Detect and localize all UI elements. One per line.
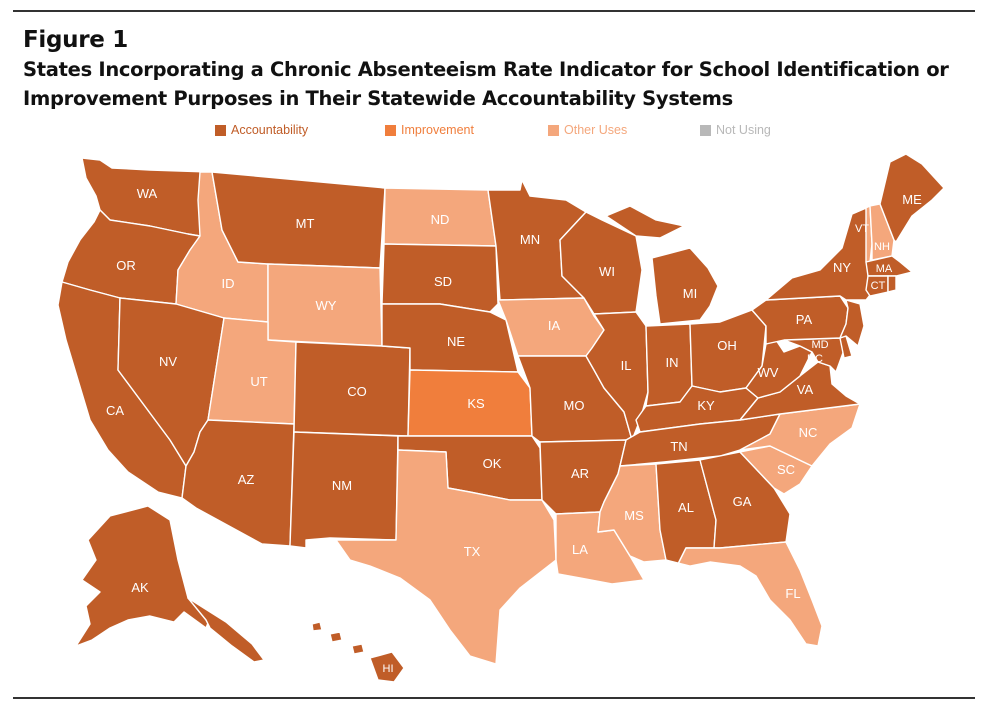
label-hi: HI xyxy=(383,663,394,675)
label-ak: AK xyxy=(131,580,149,595)
label-pa: PA xyxy=(796,312,813,327)
state-wi[interactable] xyxy=(559,211,643,315)
label-me: ME xyxy=(902,192,922,207)
label-wi: WI xyxy=(599,264,615,279)
legend-label-not-using: Not Using xyxy=(716,123,771,137)
state-me[interactable] xyxy=(879,153,945,243)
label-sd: SD xyxy=(434,274,452,289)
label-il: IL xyxy=(621,358,632,373)
legend-swatch-other-uses xyxy=(548,124,559,136)
label-ma: MA xyxy=(876,263,893,275)
label-tx: TX xyxy=(464,544,481,559)
legend-item-not-using: Not Using xyxy=(700,123,771,137)
state-ri[interactable] xyxy=(887,275,897,293)
legend-item-improvement: Improvement xyxy=(385,123,474,137)
state-ak[interactable] xyxy=(75,505,211,647)
label-ut: UT xyxy=(250,374,267,389)
label-nd: ND xyxy=(431,212,450,227)
top-rule xyxy=(13,10,975,12)
label-ar: AR xyxy=(571,466,589,481)
label-ky: KY xyxy=(697,398,715,413)
state-mi-up[interactable] xyxy=(605,205,685,239)
label-al: AL xyxy=(678,500,694,515)
legend-swatch-not-using xyxy=(700,124,711,136)
label-in: IN xyxy=(666,355,679,370)
label-co: CO xyxy=(347,384,367,399)
state-ak-panhandle[interactable] xyxy=(187,597,265,663)
label-tn: TN xyxy=(670,439,687,454)
label-id: ID xyxy=(222,276,235,291)
figure-title: States Incorporating a Chronic Absenteei… xyxy=(23,55,973,113)
state-nj[interactable] xyxy=(839,299,865,347)
state-hi[interactable] xyxy=(369,651,405,683)
label-ne: NE xyxy=(447,334,465,349)
label-nh: NH xyxy=(874,241,890,253)
legend-item-other-uses: Other Uses xyxy=(548,123,627,137)
legend-item-accountability: Accountability xyxy=(215,123,308,137)
label-nc: NC xyxy=(799,425,818,440)
label-ks: KS xyxy=(467,396,485,411)
state-hi-kauai[interactable] xyxy=(311,621,323,632)
state-hi-maui[interactable] xyxy=(351,643,365,655)
legend-swatch-accountability xyxy=(215,124,226,136)
bottom-rule xyxy=(13,697,975,699)
label-ri: RI xyxy=(902,286,913,298)
label-or: OR xyxy=(116,258,136,273)
label-az: AZ xyxy=(238,472,255,487)
label-mi: MI xyxy=(683,286,697,301)
label-mo: MO xyxy=(564,398,585,413)
label-mn: MN xyxy=(520,232,540,247)
title-line-1: States Incorporating a Chronic Absenteei… xyxy=(23,58,949,81)
label-ok: OK xyxy=(483,456,502,471)
legend-label-accountability: Accountability xyxy=(231,123,309,137)
label-ia: IA xyxy=(548,318,561,333)
legend-swatch-improvement xyxy=(385,124,396,136)
legend-label-other-uses: Other Uses xyxy=(564,123,628,137)
label-nm: NM xyxy=(332,478,352,493)
state-fl[interactable] xyxy=(665,541,823,647)
state-hi-oahu[interactable] xyxy=(329,631,343,643)
label-mt: MT xyxy=(296,216,315,231)
state-ct[interactable] xyxy=(865,275,889,297)
label-ca: CA xyxy=(106,403,124,418)
state-tx[interactable] xyxy=(335,449,557,665)
state-nc[interactable] xyxy=(739,403,861,467)
figure-label: Figure 1 xyxy=(23,27,128,53)
label-la: LA xyxy=(572,542,588,557)
label-de: DE xyxy=(857,345,875,360)
legend-label-improvement: Improvement xyxy=(401,123,474,137)
label-ga: GA xyxy=(733,494,752,509)
label-md: MD xyxy=(811,339,828,351)
label-sc: SC xyxy=(777,462,795,477)
label-fl: FL xyxy=(785,586,800,601)
label-va: VA xyxy=(797,382,814,397)
label-wy: WY xyxy=(316,298,337,313)
label-ny: NY xyxy=(833,260,851,275)
state-ny[interactable] xyxy=(765,207,875,301)
title-line-2: Improvement Purposes in Their Statewide … xyxy=(23,87,733,110)
label-oh: OH xyxy=(717,338,737,353)
label-nj: NJ xyxy=(866,318,882,333)
label-dc: DC xyxy=(807,353,823,365)
state-mi[interactable] xyxy=(651,247,719,325)
label-vt: VT xyxy=(855,223,869,235)
label-ms: MS xyxy=(624,508,644,523)
legend: Accountability Improvement Other Uses No… xyxy=(0,123,1000,141)
label-wv: WV xyxy=(758,365,779,380)
label-ct: CT xyxy=(871,280,886,292)
label-wa: WA xyxy=(137,186,158,201)
label-nv: NV xyxy=(159,354,177,369)
